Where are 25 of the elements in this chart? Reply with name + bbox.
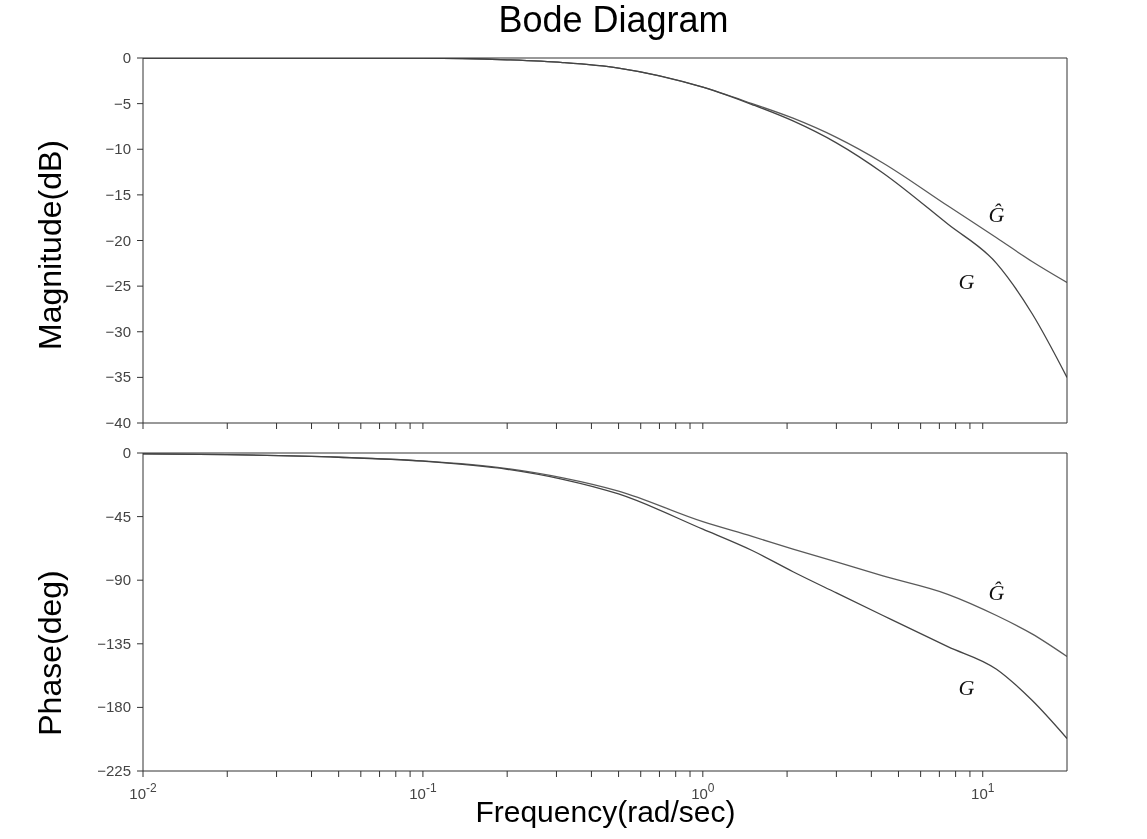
y-axis-title: Phase(deg)	[31, 569, 69, 736]
series-label: Ĝ	[988, 201, 1005, 227]
x-tick-label: 10$^{-2}$	[129, 781, 157, 802]
x-tick-label: 10$^{-1}$	[409, 781, 437, 802]
y-tick-label: −10	[105, 140, 131, 158]
y-tick-label: −45	[105, 507, 131, 525]
y-tick-label: 0	[122, 444, 131, 461]
y-tick-label: −15	[105, 185, 131, 203]
y-tick-label: −20	[105, 231, 131, 249]
series-label: G	[958, 675, 975, 701]
y-tick-label: 0	[122, 49, 131, 66]
y-tick-label: −135	[97, 634, 131, 652]
y-tick-label: −5	[113, 94, 131, 112]
y-tick-label: −180	[97, 698, 131, 716]
x-tick-label: 10$^{1}$	[971, 781, 995, 802]
y-tick-label: −225	[97, 762, 131, 779]
y-axis-title: Magnitude(dB)	[31, 140, 69, 350]
y-tick-label: −30	[105, 322, 131, 340]
y-tick-label: −90	[105, 571, 131, 589]
series-label: Ĝ	[988, 579, 1005, 605]
y-tick-label: −25	[105, 277, 131, 295]
y-tick-label: −40	[105, 414, 131, 431]
series-label: G	[958, 269, 975, 295]
chart-title: Bode Diagram	[497, 0, 730, 42]
y-tick-label: −35	[105, 368, 131, 386]
